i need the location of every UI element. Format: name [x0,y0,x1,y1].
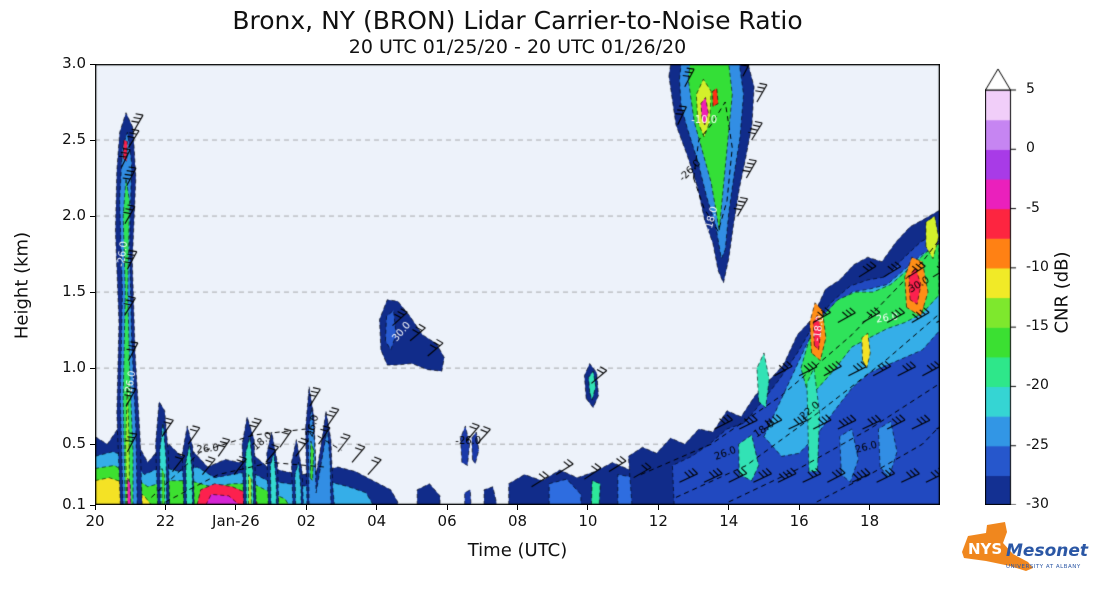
nys-mesonet-logo: NYS Mesonet UNIVERSITY AT ALBANY [962,522,1089,571]
x-tick-label: 04 [367,512,387,530]
colorbar-tick-label: 0 [1026,140,1035,157]
y-tick-label: 1.0 [62,358,86,377]
x-tick-label: 12 [648,512,668,530]
x-tick-label: 14 [719,512,739,530]
logo-mesonet-text: Mesonet [1006,541,1089,561]
y-tick-label: 2.5 [62,130,86,149]
colorbar-tick-label: -15 [1026,318,1049,335]
colorbar-label: CNR (dB) [1051,251,1073,334]
page-title: Bronx, NY (BRON) Lidar Carrier-to-Noise … [232,6,803,35]
x-tick-label: Jan-26 [212,512,260,530]
logo-tagline-text: UNIVERSITY AT ALBANY [1006,564,1081,570]
x-tick-label: 16 [789,512,809,530]
y-tick-label: 2.0 [62,206,86,225]
y-tick [90,215,95,217]
x-tick-label: 22 [155,512,175,530]
x-tick-label: 06 [437,512,457,530]
x-tick [376,505,378,510]
x-tick [869,505,871,510]
colorbar-tick-label: -20 [1026,377,1049,394]
page-subtitle: 20 UTC 01/25/20 - 20 UTC 01/26/20 [348,36,687,58]
x-tick [235,505,237,510]
y-tick [90,504,95,506]
x-tick-label: 08 [507,512,528,530]
y-tick [90,367,95,369]
y-tick-label: 3.0 [62,54,86,72]
y-tick-label: 0.1 [62,495,86,513]
x-tick-label: 20 [85,512,105,530]
logo-nys-text: NYS [968,540,1002,558]
colorbar-canvas [985,68,1019,505]
y-tick [90,139,95,141]
colorbar-tick-label: -10 [1026,258,1049,275]
x-tick [164,505,166,510]
y-axis-label: Height (km) [11,231,33,340]
colorbar-tick-label: 5 [1026,81,1035,97]
y-tick-label: 1.5 [62,282,86,301]
y-tick [90,63,95,65]
x-tick [446,505,448,510]
x-tick [728,505,730,510]
ny-state-shape-icon [962,522,1033,571]
x-tick [305,505,307,510]
colorbar-tick-label: -5 [1026,199,1040,216]
y-tick [90,291,95,293]
x-tick-label: 02 [296,512,316,530]
x-tick [587,505,589,510]
y-tick [90,443,95,445]
colorbar-tick-label: -30 [1026,496,1049,512]
y-tick-label: 0.5 [62,434,86,453]
x-tick [798,505,800,510]
x-tick [517,505,518,510]
plot-canvas [95,64,940,505]
x-tick-label: 18 [860,512,880,530]
x-tick [657,505,659,510]
x-tick-label: 10 [578,512,598,530]
x-tick [94,505,96,510]
colorbar-tick-label: -25 [1026,436,1049,453]
x-axis-label: Time (UTC) [467,540,568,561]
